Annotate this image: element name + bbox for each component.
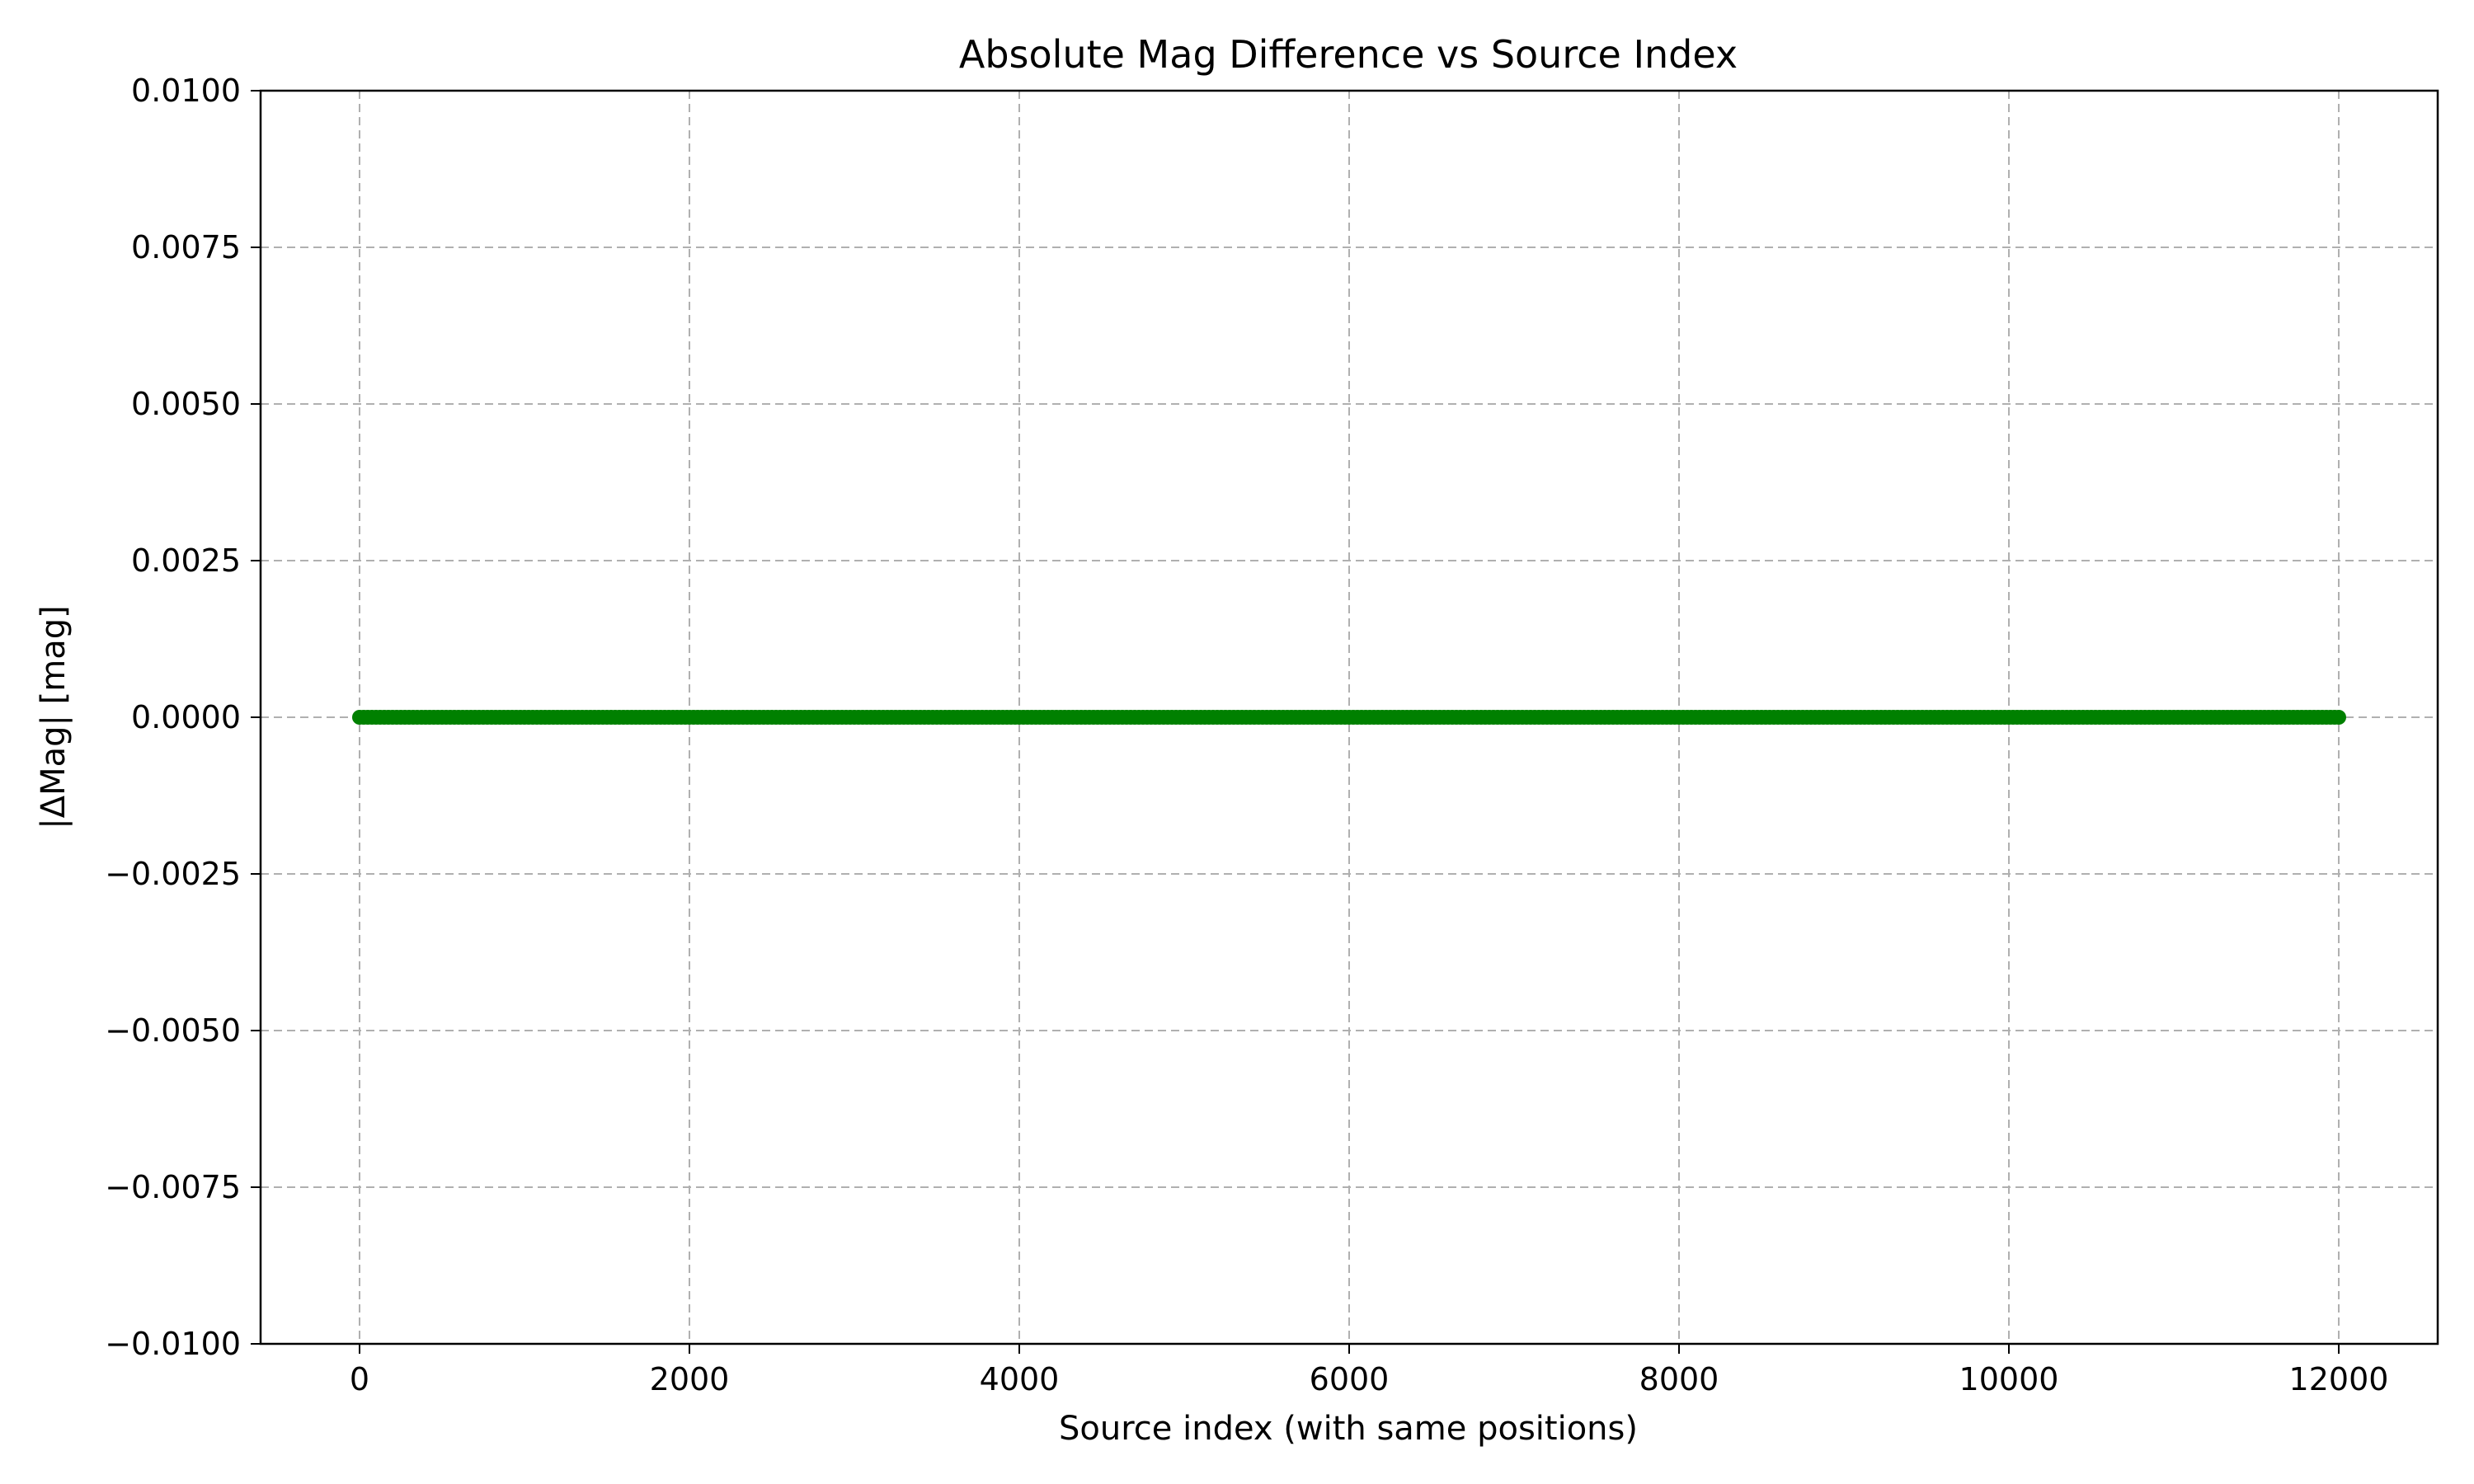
x-axis-label: Source index (with same positions) xyxy=(1059,1410,1638,1448)
data-series xyxy=(352,710,2346,725)
y-tick-label: 0.0000 xyxy=(131,699,241,735)
y-tick-label: 0.0075 xyxy=(131,229,241,265)
y-tick-label: 0.0025 xyxy=(131,542,241,579)
y-tick-label: −0.0050 xyxy=(105,1012,241,1049)
x-axis-ticks: 0 2000 4000 6000 8000 10000 12000 xyxy=(350,1344,2389,1397)
y-tick-label: −0.0075 xyxy=(105,1169,241,1205)
y-tick-label: −0.0025 xyxy=(105,856,241,892)
x-tick-label: 10000 xyxy=(1959,1361,2059,1397)
x-tick-label: 12000 xyxy=(2289,1361,2389,1397)
y-axis-ticks: 0.0100 0.0075 0.0050 0.0025 0.0000 −0.0025 −0.… xyxy=(105,73,261,1362)
y-tick-label: 0.0050 xyxy=(131,386,241,422)
x-tick-label: 2000 xyxy=(650,1361,730,1397)
x-tick-label: 4000 xyxy=(980,1361,1060,1397)
y-axis-label: |ΔMag| [mag] xyxy=(35,605,73,829)
y-tick-label: 0.0100 xyxy=(131,73,241,109)
chart-title: Absolute Mag Difference vs Source Index xyxy=(959,32,1738,77)
x-tick-label: 6000 xyxy=(1310,1361,1390,1397)
x-tick-label: 0 xyxy=(350,1361,369,1397)
data-point xyxy=(2331,710,2346,725)
y-tick-label: −0.0100 xyxy=(105,1326,241,1362)
x-tick-label: 8000 xyxy=(1639,1361,1719,1397)
